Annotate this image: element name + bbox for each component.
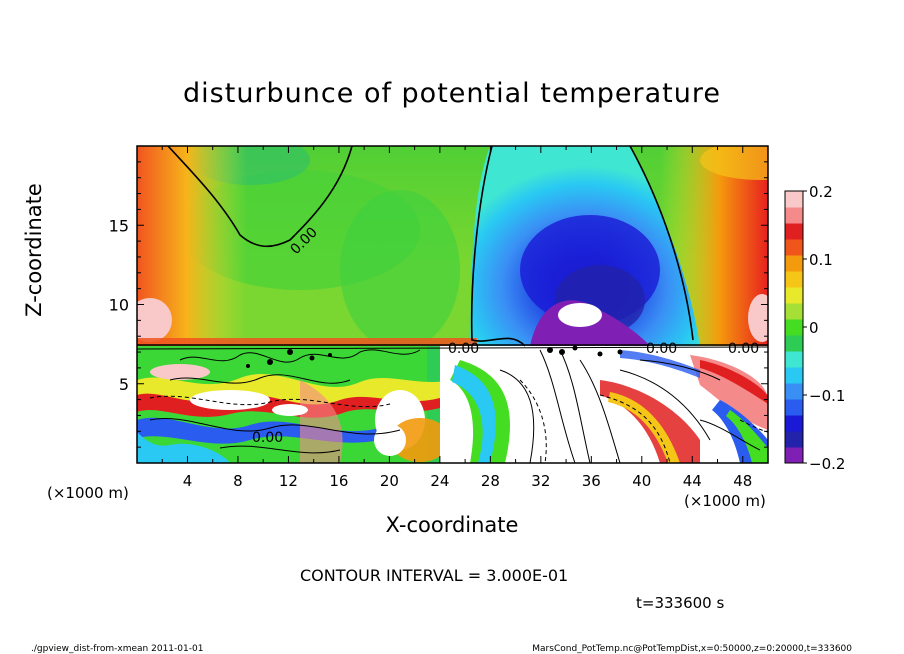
x-tick-label: 4 — [183, 472, 193, 490]
colorbar-ticks: 0.2 0.1 0 −0.1 −0.2 — [803, 183, 845, 473]
colorbar-swatch — [785, 207, 803, 224]
x-tick-label: 20 — [380, 472, 399, 490]
colorbar-swatch — [785, 351, 803, 368]
colorbar-swatch — [785, 383, 803, 400]
y-tick-label: 10 — [109, 296, 129, 315]
colorbar-swatch — [785, 303, 803, 320]
colorbar-swatch — [785, 191, 803, 208]
y-tick-label: 5 — [119, 375, 129, 394]
colorbar-swatch — [785, 271, 803, 288]
footer-left: ./gpview_dist-from-xmean 2011-01-01 — [31, 644, 204, 654]
contour-interval: CONTOUR INTERVAL = 3.000E-01 — [300, 566, 569, 585]
y-tick-label: 15 — [109, 216, 129, 235]
footer-right: MarsCond_PotTemp.nc@PotTempDist,x=0:5000… — [532, 644, 852, 654]
colorbar-swatch — [785, 239, 803, 256]
x-tick-label: 48 — [733, 472, 752, 490]
heatmap-field — [137, 146, 768, 463]
colorbar-swatch — [785, 399, 803, 416]
x-axis-label-text: X-coordinate — [385, 513, 519, 537]
colorbar-swatch — [785, 319, 803, 336]
colorbar-tick-label: −0.1 — [809, 387, 845, 405]
x-units-right: (×1000 m) — [684, 492, 766, 510]
x-tick-label: 28 — [481, 472, 500, 490]
colorbar-swatch — [785, 367, 803, 384]
colorbar-swatch — [785, 447, 803, 464]
x-tick-label: 12 — [279, 472, 298, 490]
x-axis-ticks: 4 8 12 16 20 24 28 32 36 40 44 48 — [161, 146, 752, 490]
colorbar-swatch — [785, 415, 803, 432]
contour-label: 0.00 — [728, 341, 759, 357]
x-tick-label: 8 — [233, 472, 243, 490]
x-units-left: (×1000 m) — [47, 484, 129, 502]
colorbar-swatch — [785, 255, 803, 272]
colorbar-tick-label: 0.2 — [809, 183, 833, 201]
contour-label: 0.00 — [646, 341, 677, 357]
contour-label: 0.00 — [448, 341, 479, 357]
y-axis-ticks: 5 10 15 — [109, 161, 768, 448]
colorbar-tick-label: 0.1 — [809, 251, 833, 269]
x-tick-label: 40 — [632, 472, 651, 490]
x-tick-label: 32 — [531, 472, 550, 490]
contour-label: 0.00 — [252, 430, 283, 446]
colorbar — [785, 191, 803, 464]
colorbar-swatch — [785, 335, 803, 352]
x-axis-label: X-coordinate — [0, 513, 904, 537]
x-tick-label: 44 — [683, 472, 702, 490]
x-tick-label: 24 — [430, 472, 449, 490]
x-tick-label: 16 — [329, 472, 348, 490]
colorbar-swatch — [785, 431, 803, 448]
time-stamp: t=333600 s — [636, 594, 725, 612]
chart-title: disturbunce of potential temperature — [183, 78, 721, 109]
colorbar-tick-label: 0 — [809, 319, 819, 337]
colorbar-swatch — [785, 287, 803, 304]
x-tick-label: 36 — [582, 472, 601, 490]
colorbar-tick-label: −0.2 — [809, 455, 845, 473]
colorbar-swatch — [785, 223, 803, 240]
